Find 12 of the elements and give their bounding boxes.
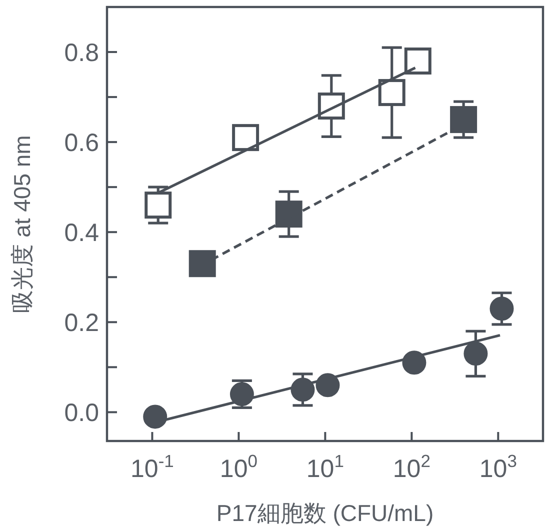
y-tick-label: 0.2 xyxy=(64,309,99,338)
y-tick-label: 0.0 xyxy=(64,399,99,428)
y-tick-label: 0.4 xyxy=(64,219,100,248)
x-tick-label: 10$^{3}$ xyxy=(479,451,517,483)
y-tick-label: 0.6 xyxy=(64,129,99,158)
x-axis-title: P17細胞数 (CFU/mL) xyxy=(216,500,434,526)
x-tick-label: 10$^{0}$ xyxy=(220,451,258,483)
x-tick-label: 10$^{-1}$ xyxy=(130,451,174,483)
x-tick-label: 10$^{1}$ xyxy=(306,451,344,483)
y-tick-label: 0.8 xyxy=(64,39,99,68)
x-tick-label: 10$^{2}$ xyxy=(392,451,430,483)
y-axis-title: 吸光度 at 405 nm xyxy=(9,135,35,313)
